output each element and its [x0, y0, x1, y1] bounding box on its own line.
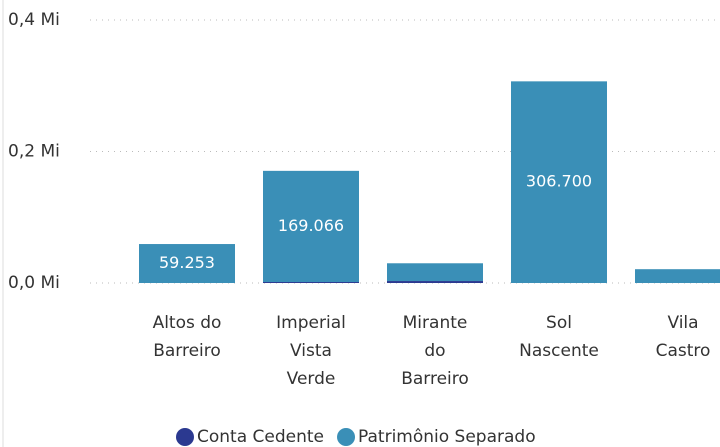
bar-segment [635, 269, 720, 283]
bar-segment [387, 281, 483, 283]
x-tick-label: Vila Castro [655, 313, 711, 361]
bar-segment [263, 170, 359, 283]
bar-segment [511, 81, 607, 283]
bar-segment [387, 263, 483, 282]
legend-label: Patrimônio Separado [358, 427, 536, 447]
legend-marker [337, 428, 356, 446]
data-label: 306.700 [526, 172, 592, 191]
legend-label: Conta Cedente [197, 427, 324, 447]
y-tick-label: 0,4 Mi [8, 10, 60, 30]
data-label: 169.066 [278, 216, 344, 235]
bar-segment [263, 282, 359, 283]
x-tick-label: Sol Nascente [519, 313, 599, 361]
x-tick-label: Imperial Vista Verde [276, 313, 346, 389]
legend-marker [176, 428, 194, 446]
data-label: 59.253 [159, 253, 215, 272]
x-tick-label: Mirante do Barreiro [401, 313, 469, 389]
x-tick-label: Altos do Barreiro [152, 313, 222, 361]
bar-segment [139, 244, 235, 283]
y-tick-label: 0,2 Mi [8, 142, 60, 162]
y-tick-label: 0,0 Mi [8, 273, 60, 293]
